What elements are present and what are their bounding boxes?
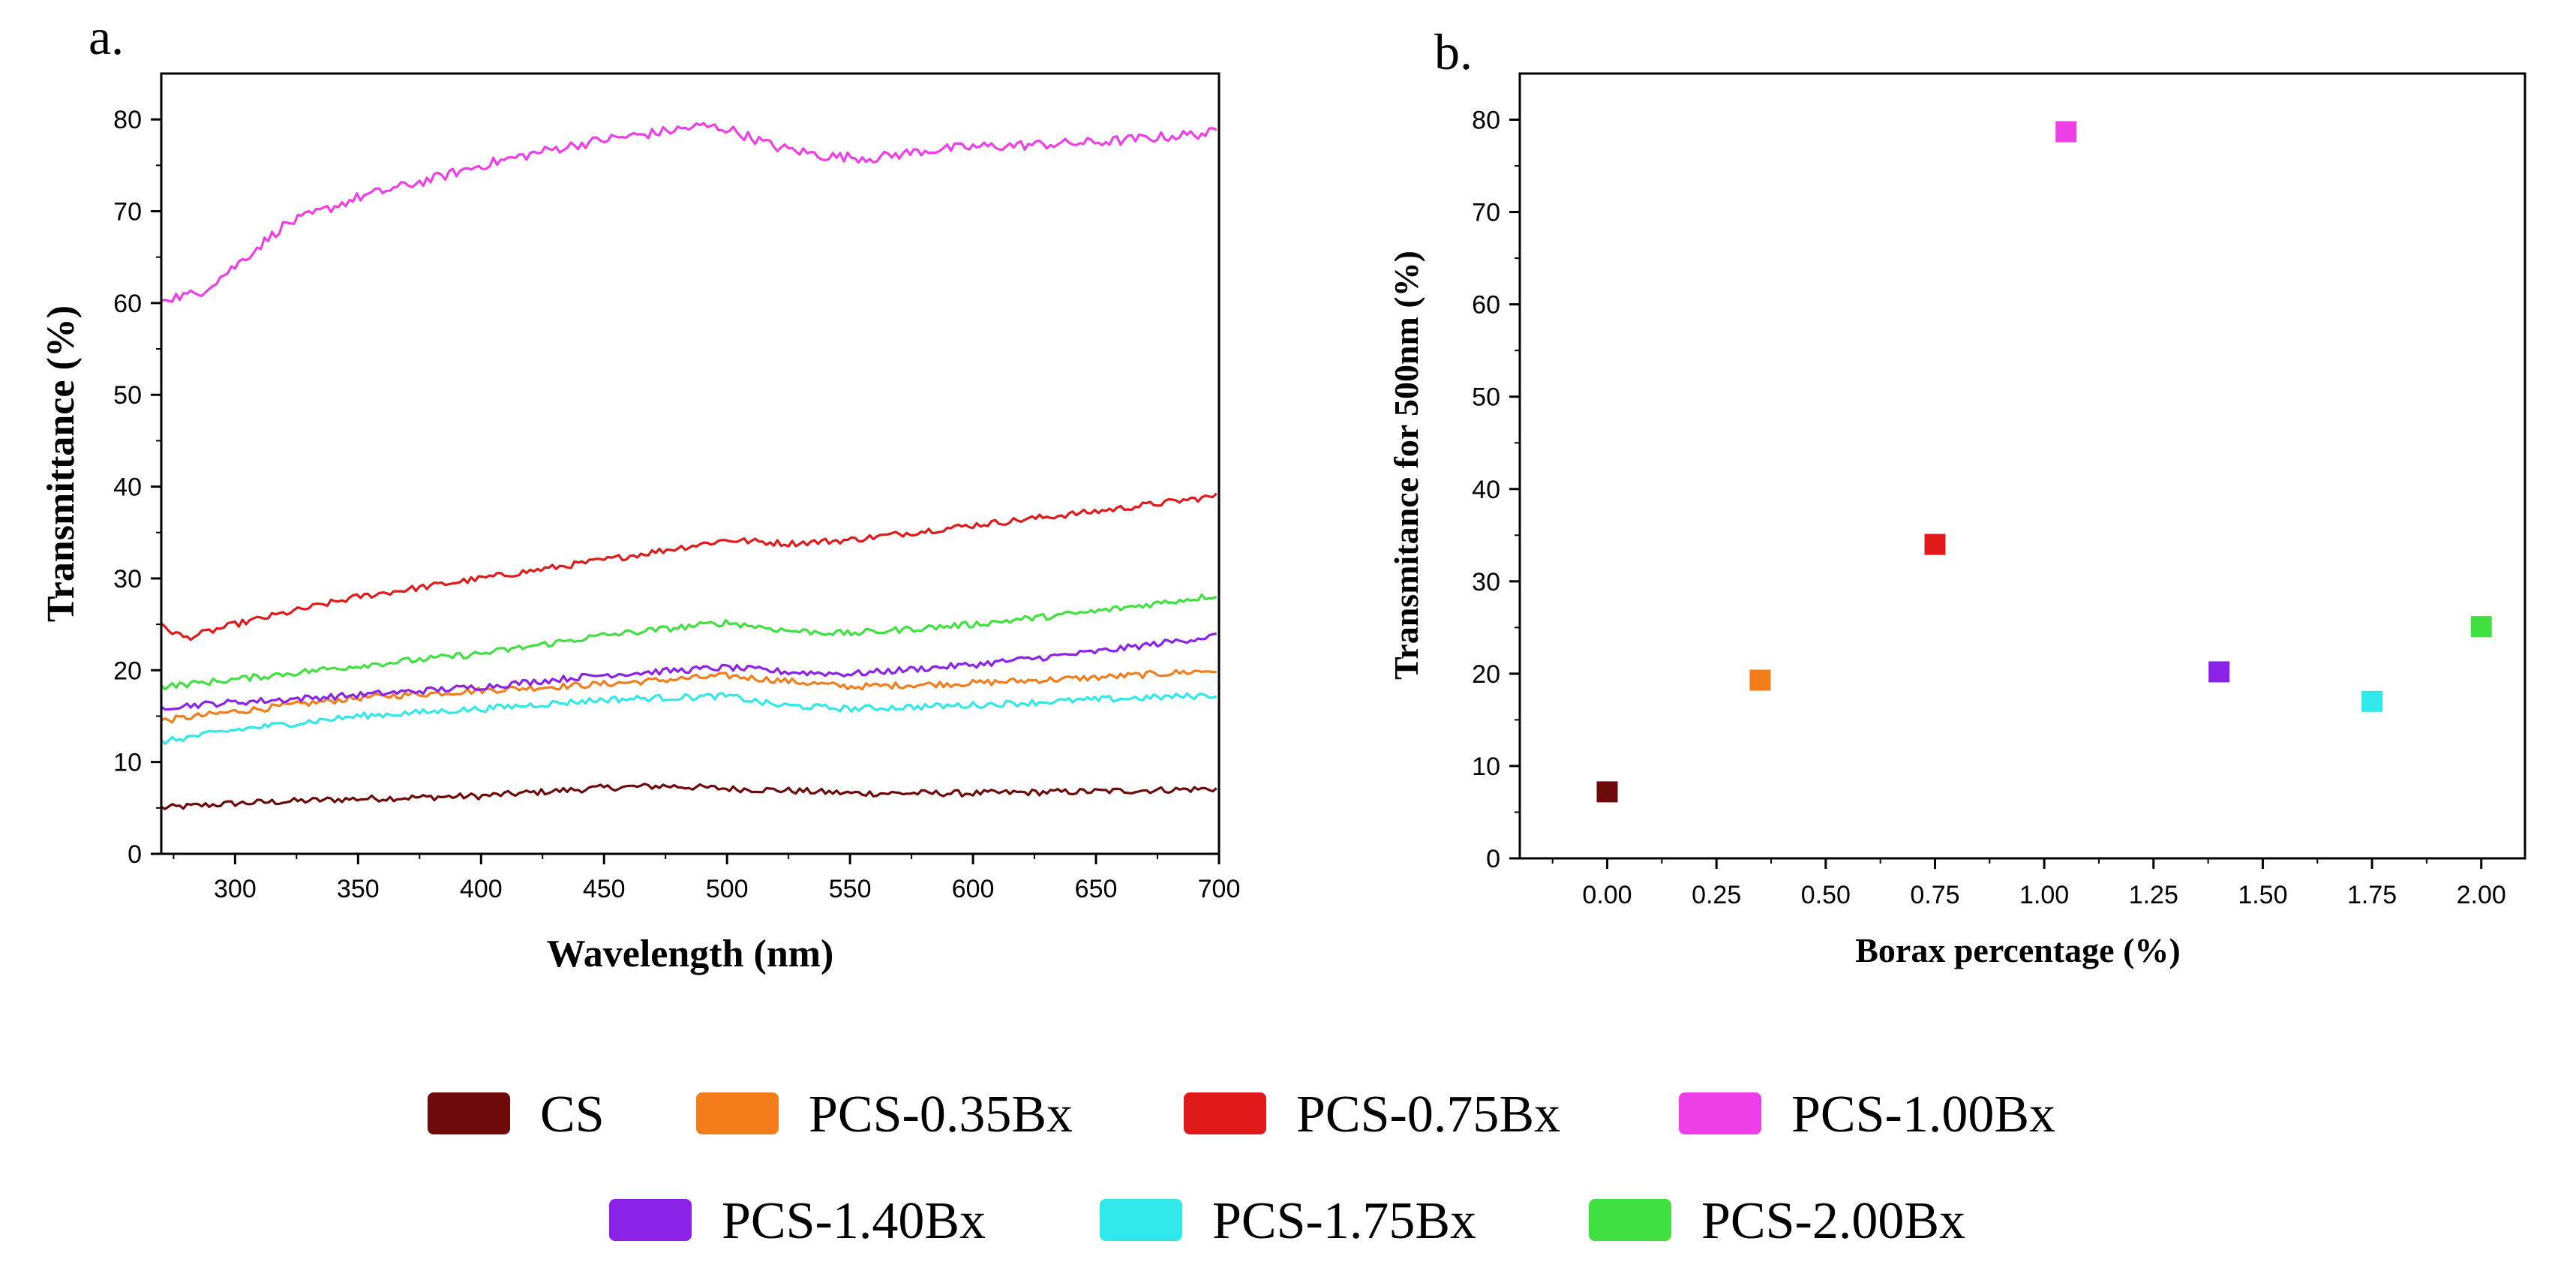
y-tick-label: 60 <box>1472 291 1500 320</box>
x-tick-label: 1.00 <box>2019 881 2069 909</box>
scatter-point-pcs-200bx <box>2470 616 2492 638</box>
y-tick-label: 0 <box>128 840 142 869</box>
y-tick-label: 30 <box>113 565 142 593</box>
panel-a: a. 300 350 400 450 500 550 600 650 700 0 10 20 30 40 5… <box>40 8 1240 975</box>
y-tick-label: 20 <box>1472 660 1500 689</box>
y-tick-label: 0 <box>1486 845 1500 873</box>
legend-label: PCS-2.00Bx <box>1701 1192 1965 1250</box>
panel-a-letter: a. <box>89 8 124 65</box>
panel-a-ticks: 300 350 400 450 500 550 600 650 700 0 10 20 30 40 50 60… <box>113 106 1240 903</box>
x-tick-label: 550 <box>829 875 872 903</box>
legend-swatch <box>1679 1092 1761 1134</box>
y-tick-label: 40 <box>1472 476 1500 504</box>
series-line-pcs-035bx <box>161 669 1217 724</box>
series-line-pcs-140bx <box>161 632 1217 711</box>
x-tick-label: 1.25 <box>2129 881 2178 909</box>
panel-a-xlabel: Wavelength (nm) <box>547 933 834 975</box>
x-tick-label: 300 <box>214 875 257 903</box>
legend: CS PCS-0.35Bx PCS-0.75Bx PCS-1.00Bx PCS-1.40… <box>428 1086 2055 1250</box>
x-tick-label: 400 <box>460 875 503 903</box>
y-tick-label: 50 <box>1472 383 1500 412</box>
x-tick-label: 1.75 <box>2347 881 2397 909</box>
y-tick-label: 70 <box>1472 199 1500 227</box>
series-line-pcs-200bx <box>160 593 1217 691</box>
panel-a-series <box>160 122 1217 810</box>
panel-b-letter: b. <box>1434 23 1473 80</box>
x-tick-label: 650 <box>1075 875 1118 903</box>
scatter-point-cs <box>1596 781 1618 803</box>
scatter-point-pcs-035bx <box>1749 669 1771 691</box>
panel-b-points <box>1596 121 2492 803</box>
y-tick-label: 80 <box>1472 107 1500 135</box>
x-tick-label: 0.00 <box>1582 881 1632 909</box>
panel-a-ylabel: Transmittance (%) <box>40 305 83 622</box>
series-line-pcs-175bx <box>160 692 1217 745</box>
y-tick-label: 70 <box>113 198 142 227</box>
y-tick-label: 40 <box>113 473 142 502</box>
panel-b-frame <box>1518 72 2526 860</box>
legend-swatch <box>1100 1199 1182 1241</box>
x-tick-label: 450 <box>583 875 626 903</box>
legend-label: PCS-0.75Bx <box>1296 1086 1560 1143</box>
legend-label: PCS-1.75Bx <box>1212 1192 1476 1250</box>
x-tick-label: 0.50 <box>1801 881 1851 909</box>
scatter-point-pcs-140bx <box>2208 661 2230 683</box>
legend-swatch <box>696 1092 779 1134</box>
x-tick-label: 0.25 <box>1692 881 1741 909</box>
x-tick-label: 0.75 <box>1910 881 1959 909</box>
x-tick-label: 500 <box>706 875 749 903</box>
x-tick-label: 350 <box>337 875 380 903</box>
panel-b: b. 0.00 0.25 0.50 0.75 1.00 1.25 1.50 1.75 2.000… <box>1387 23 2526 969</box>
x-tick-label: 2.00 <box>2457 881 2506 909</box>
y-tick-label: 20 <box>113 657 142 685</box>
series-line-pcs-075bx <box>160 492 1217 642</box>
y-tick-label: 10 <box>113 749 142 777</box>
panel-a-frame <box>160 72 1220 855</box>
y-tick-label: 60 <box>113 290 142 318</box>
legend-swatch <box>609 1199 692 1241</box>
legend-swatch <box>1589 1199 1671 1241</box>
legend-label: CS <box>540 1086 605 1143</box>
panel-b-ylabel: Transmitance for 500nm (%) <box>1387 251 1425 680</box>
y-tick-label: 10 <box>1472 753 1500 781</box>
x-tick-label: 700 <box>1198 875 1241 903</box>
scatter-point-pcs-100bx <box>2055 121 2077 143</box>
legend-swatch <box>428 1092 510 1134</box>
y-tick-label: 30 <box>1472 568 1500 596</box>
legend-swatch <box>1184 1092 1266 1134</box>
y-tick-label: 80 <box>113 106 142 134</box>
series-line-cs <box>161 783 1217 810</box>
legend-label: PCS-1.40Bx <box>722 1192 986 1250</box>
scatter-point-pcs-075bx <box>1924 533 1946 555</box>
scatter-point-pcs-175bx <box>2361 690 2383 712</box>
y-tick-label: 50 <box>113 381 142 410</box>
x-tick-label: 600 <box>952 875 995 903</box>
x-tick-label: 1.50 <box>2238 881 2287 909</box>
legend-label: PCS-0.35Bx <box>809 1086 1073 1143</box>
legend-label: PCS-1.00Bx <box>1791 1086 2055 1143</box>
series-line-pcs-100bx <box>161 122 1217 303</box>
panel-b-ticks: 0.00 0.25 0.50 0.75 1.00 1.25 1.50 1.75 2.00 0 10 2… <box>1472 107 2506 909</box>
panel-b-xlabel: Borax percentage (%) <box>1855 931 2180 969</box>
